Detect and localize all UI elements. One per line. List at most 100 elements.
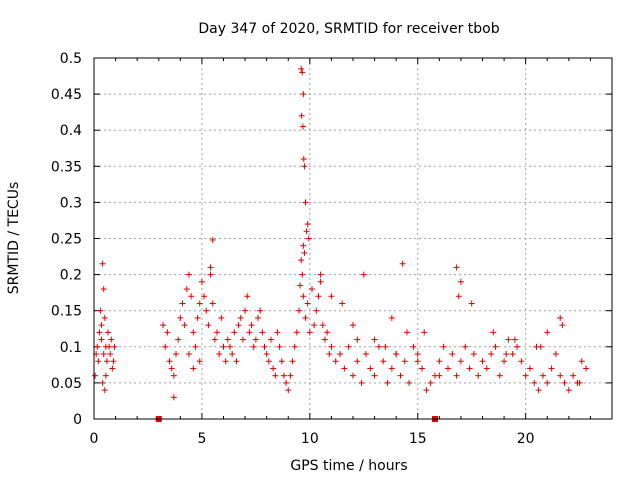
data-point: [181, 322, 188, 329]
data-point: [102, 372, 109, 379]
data-point: [332, 358, 339, 365]
data-point: [337, 351, 344, 358]
data-point: [436, 358, 443, 365]
data-point: [276, 343, 283, 350]
x-axis-label: GPS time / hours: [290, 458, 407, 474]
data-point: [354, 336, 361, 343]
data-point: [226, 343, 233, 350]
y-tick-label: 0: [73, 412, 82, 428]
data-point: [300, 91, 307, 98]
data-point: [313, 307, 320, 314]
data-point: [216, 351, 223, 358]
data-point: [298, 65, 305, 72]
data-point: [108, 336, 115, 343]
data-point: [98, 322, 105, 329]
data-point: [544, 329, 551, 336]
data-point: [479, 358, 486, 365]
data-point: [101, 387, 108, 394]
data-point: [239, 336, 246, 343]
data-point: [341, 365, 348, 372]
data-point: [414, 351, 421, 358]
data-point: [298, 257, 305, 264]
data-point: [244, 293, 251, 300]
data-point: [470, 351, 477, 358]
data-point: [92, 372, 99, 379]
data-point: [196, 300, 203, 307]
data-point: [339, 300, 346, 307]
data-point: [222, 358, 229, 365]
data-point: [300, 293, 307, 300]
y-tick-label: 0.05: [51, 376, 82, 392]
data-point: [397, 372, 404, 379]
data-point: [557, 314, 564, 321]
data-point: [175, 336, 182, 343]
data-point: [278, 358, 285, 365]
data-point: [205, 322, 212, 329]
data-point: [272, 372, 279, 379]
data-point: [388, 365, 395, 372]
data-point: [518, 358, 525, 365]
data-point: [317, 278, 324, 285]
data-point: [388, 314, 395, 321]
data-point: [231, 329, 238, 336]
data-point: [280, 372, 287, 379]
data-point: [410, 343, 417, 350]
data-point: [291, 343, 298, 350]
data-point: [106, 343, 113, 350]
data-point: [505, 336, 512, 343]
data-point: [94, 343, 101, 350]
data-point: [362, 351, 369, 358]
data-point: [501, 358, 508, 365]
data-point: [211, 336, 218, 343]
data-point: [263, 351, 270, 358]
data-point: [185, 271, 192, 278]
data-point: [214, 329, 221, 336]
data-point: [203, 307, 210, 314]
data-point: [190, 365, 197, 372]
y-tick-label: 0.45: [51, 87, 82, 103]
data-point: [457, 358, 464, 365]
data-point: [237, 314, 244, 321]
data-point: [475, 372, 482, 379]
data-point: [319, 322, 326, 329]
data-point: [166, 358, 173, 365]
data-point: [297, 282, 304, 289]
data-point: [326, 351, 333, 358]
data-point: [496, 372, 503, 379]
data-point: [300, 242, 307, 249]
data-point: [483, 365, 490, 372]
data-point: [301, 163, 308, 170]
data-point: [287, 372, 294, 379]
data-point: [576, 379, 583, 386]
y-tick-label: 0.25: [51, 232, 82, 248]
x-tick-label: 5: [197, 431, 206, 447]
data-point: [194, 314, 201, 321]
ticks: 0 5 10 15 20 0 0.05 0.1 0.15 0.2 0.25 0.3 0.35 0.4 0.4…: [51, 51, 613, 447]
data-point: [173, 351, 180, 358]
x-tick-label: 20: [517, 431, 535, 447]
data-point: [539, 372, 546, 379]
data-point: [207, 271, 214, 278]
data-point: [285, 387, 292, 394]
data-point: [328, 343, 335, 350]
data-point: [350, 322, 356, 329]
data-point: [105, 329, 112, 336]
data-point: [293, 329, 300, 336]
data-point: [201, 293, 208, 300]
data-point: [209, 300, 216, 307]
data-point: [315, 293, 322, 300]
data-point: [111, 343, 118, 350]
data-point: [107, 351, 114, 358]
data-point: [100, 351, 107, 358]
data-point: [190, 329, 197, 336]
data-point: [552, 351, 559, 358]
data-point: [177, 314, 184, 321]
data-point: [103, 358, 110, 365]
data-point: [267, 336, 274, 343]
data-point: [311, 322, 318, 329]
data-point: [466, 365, 473, 372]
data-point: [283, 379, 290, 386]
data-point: [100, 286, 107, 293]
x-tick-label: 0: [90, 431, 99, 447]
